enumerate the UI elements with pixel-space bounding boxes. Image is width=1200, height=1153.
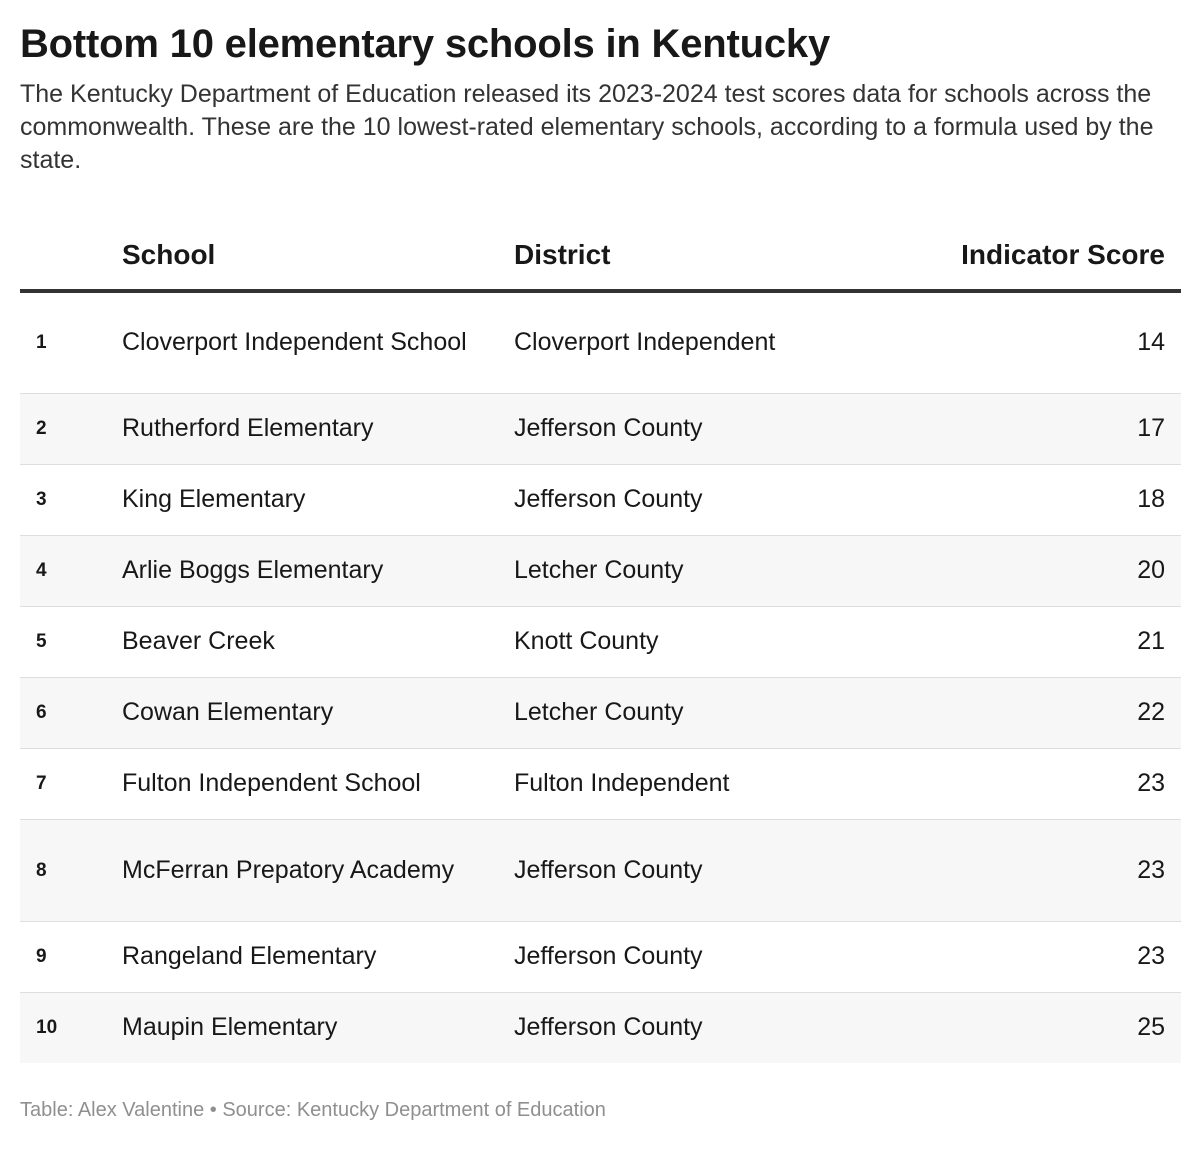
footer-credit: Table: Alex Valentine: [20, 1099, 205, 1121]
header-district: District: [514, 215, 814, 293]
school-cell: Beaver Creek: [122, 606, 514, 678]
table-row: 9 Rangeland Elementary Jefferson County 23: [20, 921, 1181, 993]
header-indicator-score: Indicator Score: [814, 215, 1181, 293]
table-row: 6 Cowan Elementary Letcher County 22: [20, 677, 1181, 749]
chart-container: Bottom 10 elementary schools in Kentucky…: [20, 22, 1181, 1122]
rank-cell: 9: [20, 921, 122, 993]
school-cell: Maupin Elementary: [122, 1013, 338, 1042]
rank-cell: 5: [20, 606, 122, 678]
table-row: 2 Rutherford Elementary Jefferson County 17: [20, 393, 1181, 465]
score-cell: 22: [814, 677, 1181, 749]
school-cell: Cloverport Independent School: [122, 291, 514, 394]
score-cell: 20: [814, 535, 1181, 607]
school-cell: Rangeland Elementary: [122, 921, 514, 993]
chart-description: The Kentucky Department of Education rel…: [20, 80, 1154, 174]
score-cell: 23: [814, 819, 1181, 922]
score-cell: 14: [814, 291, 1181, 394]
rank-cell: 2: [20, 393, 122, 465]
data-table: School District Indicator Score 1 Cloverp…: [20, 215, 1181, 1063]
header-school: School: [122, 215, 514, 293]
table-row: 1 Cloverport Independent School Cloverport…: [20, 291, 1181, 394]
rank-cell: 1: [20, 291, 122, 394]
table-body: 1 Cloverport Independent School Cloverport…: [20, 291, 1181, 1063]
school-cell: King Elementary: [122, 464, 514, 536]
district-cell: Letcher County: [514, 677, 814, 749]
table-row: 3 King Elementary Jefferson County 18: [20, 464, 1181, 536]
score-cell: 17: [814, 393, 1181, 465]
district-cell: Jefferson County: [514, 921, 814, 993]
footer-source: Source: Kentucky Department of Education: [222, 1099, 606, 1121]
rank-cell: 4: [20, 535, 122, 607]
score-cell: 18: [814, 464, 1181, 536]
table-row: 10 Maupin Elementary Jefferson County 25: [20, 992, 1181, 1063]
school-cell: Cowan Elementary: [122, 677, 514, 749]
rank-cell: 8: [20, 819, 122, 922]
school-cell: Fulton Independent School: [122, 748, 514, 820]
footer: Table: Alex Valentine • Source: Kentucky…: [20, 1099, 1180, 1122]
school-cell: McFerran Prepatory Academy: [122, 819, 514, 922]
district-cell: Fulton Independent: [514, 748, 814, 820]
rank-cell: 3: [20, 464, 122, 536]
table-row: 8 McFerran Prepatory Academy Jefferson Cou…: [20, 819, 1181, 922]
footer-separator: •: [209, 1099, 217, 1121]
score-cell: 23: [814, 748, 1181, 820]
score-cell: 21: [814, 606, 1181, 678]
district-cell: Jefferson County: [514, 393, 814, 465]
district-cell: Jefferson County: [514, 464, 814, 536]
score-cell: 25: [1137, 1013, 1165, 1042]
table-header-row: School District Indicator Score: [20, 215, 1181, 293]
table-row: 4 Arlie Boggs Elementary Letcher County 20: [20, 535, 1181, 607]
chart-title: Bottom 10 elementary schools in Kentucky: [20, 22, 831, 66]
district-cell: Knott County: [514, 606, 814, 678]
school-cell: Arlie Boggs Elementary: [122, 535, 514, 607]
score-cell: 23: [814, 921, 1181, 993]
table-row: 7 Fulton Independent School Fulton Indepen…: [20, 748, 1181, 820]
school-cell: Rutherford Elementary: [122, 393, 514, 465]
header-rank: [20, 215, 122, 293]
table-row: 5 Beaver Creek Knott County 21: [20, 606, 1181, 678]
district-cell: Cloverport Independent: [514, 291, 814, 394]
rank-cell: 10: [36, 1017, 58, 1039]
district-cell: Jefferson County: [514, 1013, 703, 1042]
rank-cell: 6: [20, 677, 122, 749]
rank-cell: 7: [20, 748, 122, 820]
district-cell: Letcher County: [514, 535, 814, 607]
district-cell: Jefferson County: [514, 819, 814, 922]
